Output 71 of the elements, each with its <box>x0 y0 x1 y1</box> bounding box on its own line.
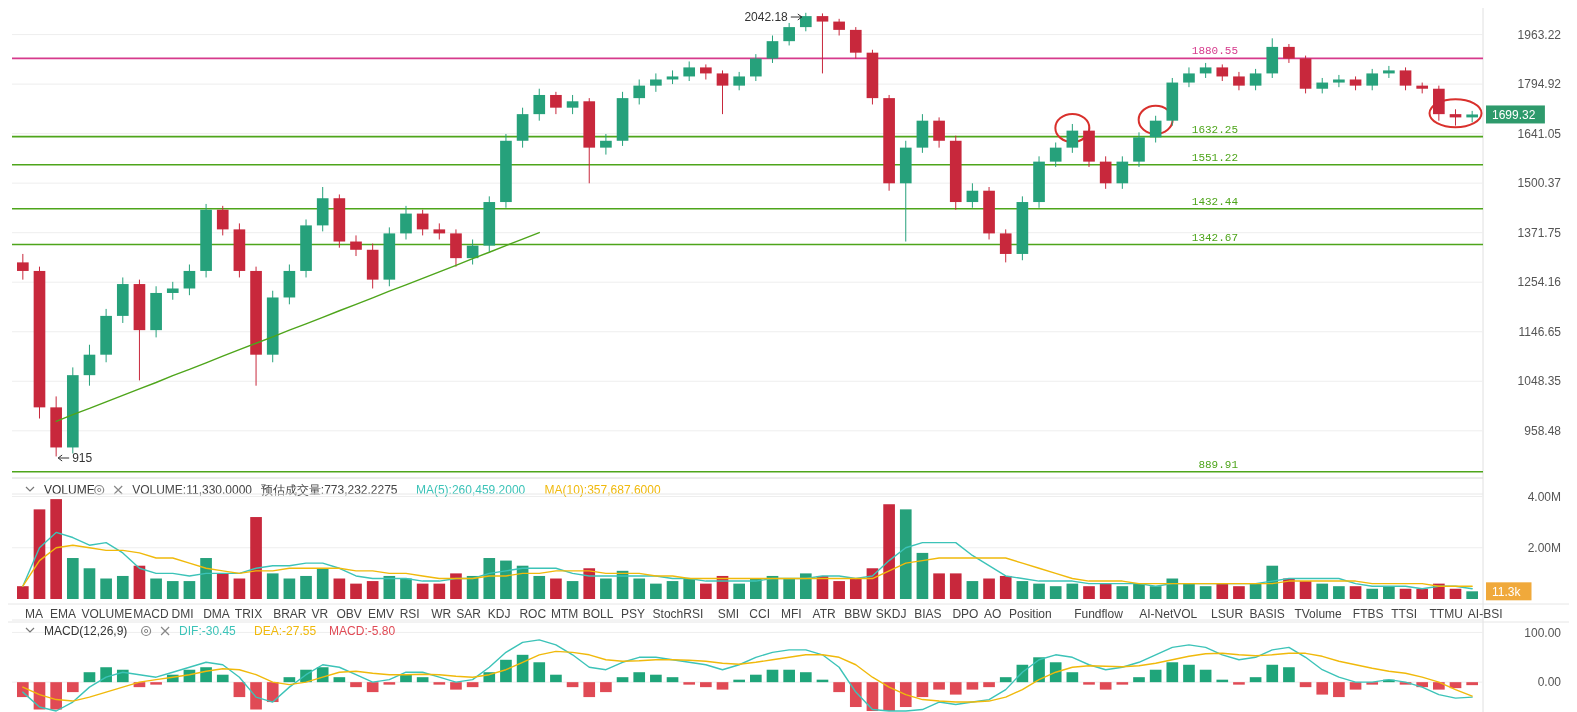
annotation: SMI <box>717 607 740 622</box>
annotation: SKDJ <box>875 607 907 622</box>
annotation: EMV <box>368 607 395 622</box>
annotation: StochRSI <box>652 607 704 622</box>
annotation: VOLUME <box>81 607 133 622</box>
annotation: MACD <box>133 607 169 622</box>
text: 11.3k <box>1492 584 1522 599</box>
annotation: TVolume <box>1294 607 1343 622</box>
annotation: MFI <box>780 607 802 622</box>
annotation: AO <box>984 607 1002 622</box>
annotation: ROC <box>519 607 547 622</box>
text: DIF:-30.45 <box>179 624 237 639</box>
annotation: RSI <box>399 607 420 622</box>
ref-line-label: 1432.44 <box>1191 195 1239 208</box>
chart-title: VOLUME <box>44 483 95 498</box>
annotation: OBV <box>336 607 362 622</box>
y-tick-label: 0.00 <box>1537 675 1562 690</box>
annotation: 2042.18 <box>744 10 789 25</box>
text: DEA:-27.55 <box>254 624 317 639</box>
y-tick-label: 1371.75 <box>1517 225 1562 240</box>
annotation: 预估成交量:773,232.2275 <box>260 483 398 498</box>
y-tick-label: 958.48 <box>1524 423 1562 438</box>
y-tick-label: 1641.05 <box>1517 126 1562 141</box>
ref-line-label: 1551.22 <box>1191 151 1238 164</box>
annotation: VOLUME:11,330.0000 <box>132 483 253 498</box>
text: MA(5):260,459.2000 <box>415 483 526 498</box>
annotation: KDJ <box>487 607 511 622</box>
annotation: TTMU <box>1429 607 1463 622</box>
annotation: DMI <box>171 607 194 622</box>
annotation: BASIS <box>1249 607 1285 622</box>
annotation: MTM <box>551 607 579 622</box>
annotation: AI-BSI <box>1467 607 1503 622</box>
text: MACD:-5.80 <box>329 624 396 639</box>
ref-line-label: 889.91 <box>1198 458 1239 471</box>
annotation: BIAS <box>914 607 942 622</box>
annotation: CCI <box>749 607 771 622</box>
y-tick-label: 1254.16 <box>1517 275 1562 290</box>
text: 1699.32 <box>1492 107 1536 122</box>
y-tick-label: 1500.37 <box>1517 176 1562 191</box>
y-tick-label: 1146.65 <box>1518 324 1562 339</box>
annotation: Fundflow <box>1074 607 1124 622</box>
annotation: WR <box>431 607 452 622</box>
ref-line-label: 1342.67 <box>1191 231 1238 244</box>
y-tick-label: 1963.22 <box>1517 27 1562 42</box>
annotation: DMA <box>203 607 230 622</box>
chart-title: MACD(12,26,9) <box>44 624 128 639</box>
y-tick-label: 1794.92 <box>1517 77 1562 92</box>
annotation: TRIX <box>234 607 263 622</box>
annotation: ATR <box>812 607 837 622</box>
annotation: FTBS <box>1352 607 1384 622</box>
y-tick-label: 1048.35 <box>1517 374 1562 389</box>
annotation: PSY <box>620 607 645 622</box>
annotation: MA <box>25 607 43 622</box>
ref-line-label: 1880.55 <box>1191 45 1238 58</box>
annotation: DPO <box>952 607 979 622</box>
y-tick-label: 4.00M <box>1527 489 1561 504</box>
annotation: 915 <box>72 451 93 466</box>
annotation: VR <box>311 607 329 622</box>
annotation: SAR <box>456 607 482 622</box>
annotation: BBW <box>844 607 873 622</box>
annotation: BOLL <box>582 607 614 622</box>
annotation: EMA <box>49 607 76 622</box>
y-tick-label: 2.00M <box>1527 540 1561 555</box>
y-tick-label: 100.00 <box>1524 625 1562 640</box>
annotation: LSUR <box>1211 607 1244 622</box>
annotation: Position <box>1009 607 1052 622</box>
ref-line-label: 1632.25 <box>1191 123 1238 136</box>
annotation: BRAR <box>273 607 307 622</box>
annotation: AI-NetVOL <box>1139 607 1198 622</box>
text: MA(10):357,687.6000 <box>544 483 661 498</box>
annotation: TTSI <box>1391 607 1418 622</box>
